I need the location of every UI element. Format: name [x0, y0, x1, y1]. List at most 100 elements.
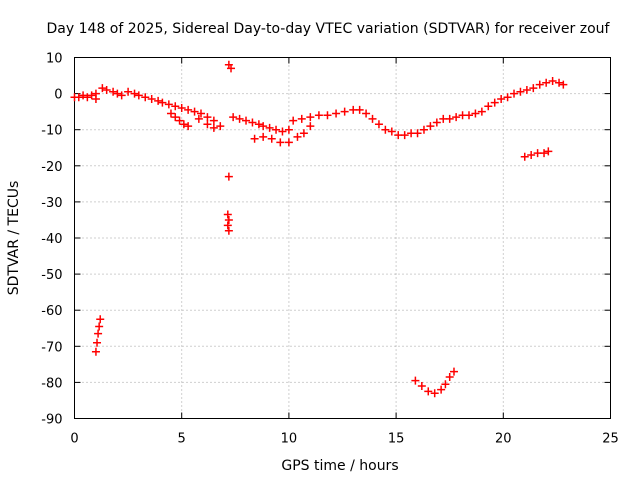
data-point	[381, 125, 390, 134]
data-point	[216, 122, 225, 131]
data-point	[314, 111, 323, 120]
x-tick-label: 0	[70, 432, 78, 447]
data-point	[484, 102, 493, 111]
data-point	[83, 93, 92, 102]
x-tick-label: 10	[281, 432, 298, 447]
data-point	[323, 111, 332, 120]
data-point	[471, 109, 480, 118]
y-tick-label: -40	[41, 232, 62, 247]
data-point	[203, 120, 212, 129]
x-tick-label: 15	[388, 432, 405, 447]
data-point	[124, 87, 133, 96]
data-point	[411, 376, 420, 385]
data-point	[477, 107, 486, 116]
data-point	[265, 123, 274, 132]
data-point	[272, 125, 281, 134]
data-point	[130, 89, 139, 98]
y-tick-label: -20	[41, 160, 62, 175]
data-point	[424, 387, 433, 396]
data-point	[340, 107, 349, 116]
data-point	[242, 116, 251, 125]
data-point	[98, 84, 107, 93]
data-point	[227, 64, 236, 73]
x-tick-label: 5	[178, 432, 186, 447]
data-point	[93, 338, 102, 347]
data-point	[209, 123, 218, 132]
data-point	[164, 100, 173, 109]
data-point	[171, 113, 180, 122]
data-point	[522, 85, 531, 94]
data-point	[95, 322, 104, 331]
data-point	[91, 95, 100, 104]
data-point	[445, 372, 454, 381]
data-point	[94, 329, 103, 338]
data-point	[293, 132, 302, 141]
data-point	[445, 114, 454, 123]
grid-lines	[74, 57, 611, 419]
data-point	[527, 150, 536, 159]
data-point	[540, 149, 549, 158]
data-point	[548, 76, 557, 85]
data-point	[96, 315, 105, 324]
data-point	[289, 116, 298, 125]
data-point	[510, 89, 519, 98]
data-point	[555, 78, 564, 87]
chart-title: Day 148 of 2025, Sidereal Day-to-day VTE…	[47, 21, 611, 37]
data-point	[278, 127, 287, 136]
data-point	[464, 111, 473, 120]
data-point	[452, 113, 461, 122]
data-point	[91, 347, 100, 356]
data-point	[284, 125, 293, 134]
data-point	[535, 80, 544, 89]
data-point	[175, 116, 184, 125]
data-point	[209, 116, 218, 125]
data-point	[441, 380, 450, 389]
data-point	[437, 385, 446, 394]
data-point	[368, 114, 377, 123]
data-point	[417, 382, 426, 391]
data-point	[79, 91, 88, 100]
data-point	[74, 93, 83, 102]
data-point	[355, 105, 364, 114]
data-point	[147, 95, 156, 104]
data-point	[419, 125, 428, 134]
data-point	[559, 80, 568, 89]
data-point	[432, 118, 441, 127]
data-point	[449, 367, 458, 376]
y-tick-label: -70	[41, 340, 62, 355]
x-tick-label: 20	[495, 432, 512, 447]
data-point	[503, 93, 512, 102]
axis-ticks: 0 5 10 15 20 25 10 0 -10 -20 -30 -40 -50 -60 -70 -80 -90	[41, 52, 619, 447]
data-point	[171, 102, 180, 111]
data-point	[306, 122, 315, 131]
data-point	[490, 98, 499, 107]
y-tick-label: 0	[54, 88, 62, 103]
data-point	[250, 134, 259, 143]
data-point	[267, 134, 276, 143]
data-point	[516, 87, 525, 96]
data-point	[203, 113, 212, 122]
data-point	[544, 147, 553, 156]
data-point	[299, 129, 308, 138]
data-point	[179, 120, 188, 129]
data-point	[332, 109, 341, 118]
y-tick-label: -80	[41, 376, 62, 391]
data-point	[224, 172, 233, 181]
data-point	[102, 85, 111, 94]
data-point	[117, 91, 126, 100]
data-point	[387, 127, 396, 136]
data-point	[297, 114, 306, 123]
data-point	[184, 122, 193, 131]
data-point	[87, 91, 96, 100]
x-axis-title: GPS time / hours	[281, 458, 398, 474]
data-point	[284, 138, 293, 147]
data-point	[306, 113, 315, 122]
data-point	[113, 89, 122, 98]
data-point	[248, 118, 257, 127]
data-point	[223, 210, 232, 219]
data-point	[229, 113, 238, 122]
data-point	[224, 215, 233, 224]
data-point	[426, 122, 435, 131]
data-point	[520, 152, 529, 161]
